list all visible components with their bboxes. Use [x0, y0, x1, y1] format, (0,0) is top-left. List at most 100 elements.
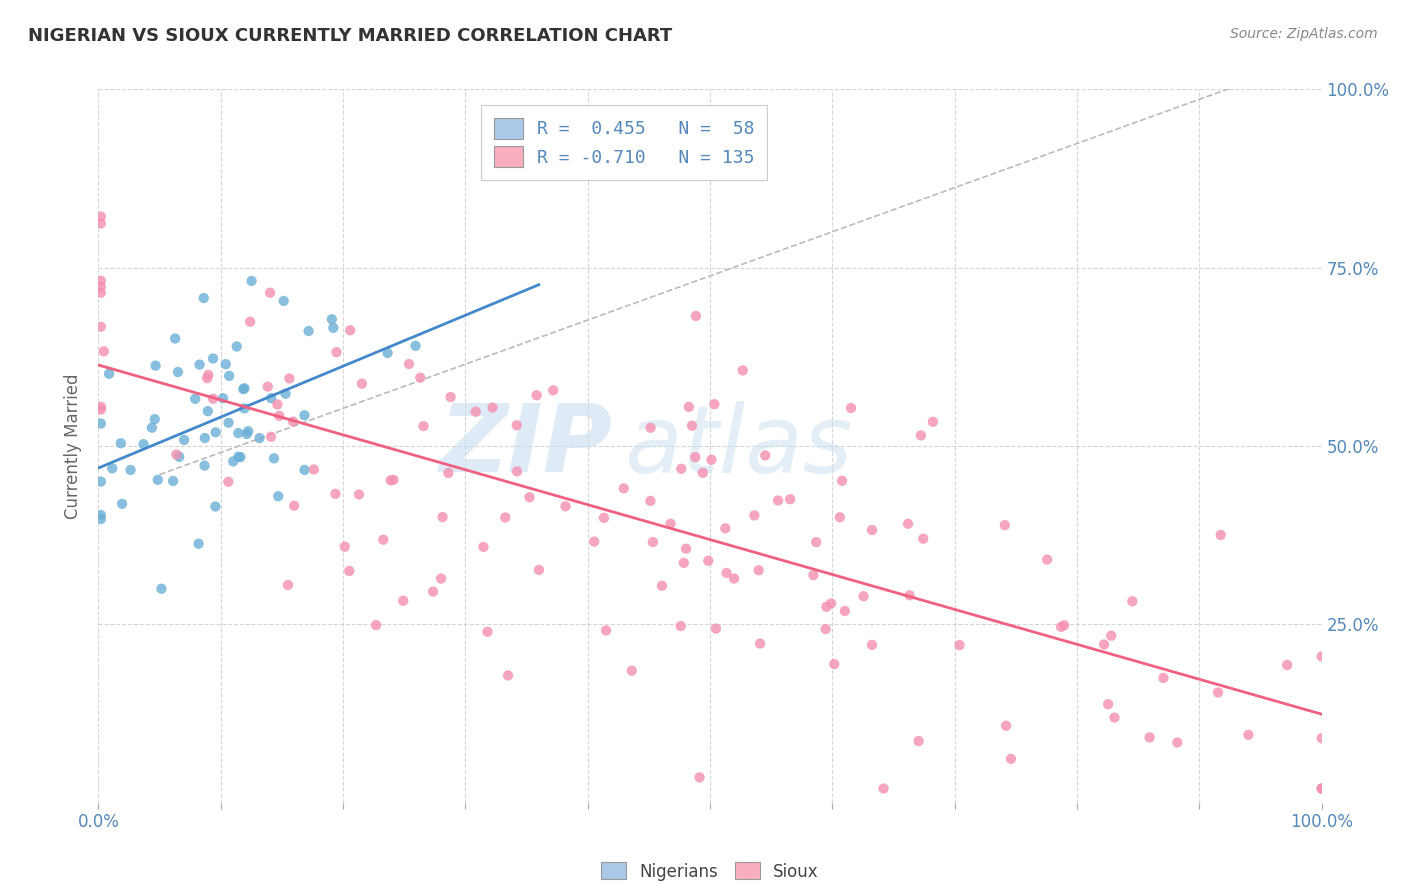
Point [831, 474, 853, 488]
Point [162, 474, 184, 488]
Point [1139, 731, 1161, 745]
Point [218, 368, 240, 383]
Point [325, 345, 347, 359]
Point [519, 490, 541, 504]
Point [333, 540, 356, 554]
Point [678, 400, 700, 414]
Point [193, 291, 215, 305]
Point [90, 279, 112, 293]
Point [263, 451, 285, 466]
Point [412, 419, 434, 434]
Point [132, 437, 155, 451]
Point [197, 404, 219, 418]
Point [143, 412, 166, 426]
Point [1099, 629, 1122, 643]
Point [506, 418, 529, 433]
Point [325, 487, 347, 501]
Point [347, 487, 370, 501]
Point [409, 370, 432, 384]
Point [860, 523, 883, 537]
Point [382, 473, 405, 487]
Point [173, 433, 195, 447]
Text: atlas: atlas [624, 401, 852, 491]
Point [675, 541, 697, 556]
Point [184, 392, 207, 406]
Point [748, 563, 770, 577]
Point [1000, 752, 1022, 766]
Point [90, 285, 112, 300]
Point [238, 424, 260, 438]
Point [494, 510, 516, 524]
Point [907, 734, 929, 748]
Point [212, 391, 235, 405]
Point [259, 285, 281, 300]
Point [651, 579, 673, 593]
Point [256, 379, 278, 393]
Point [283, 499, 305, 513]
Point [239, 315, 262, 329]
Point [692, 466, 714, 480]
Point [204, 425, 226, 440]
Point [583, 534, 606, 549]
Point [689, 770, 711, 784]
Point [194, 431, 217, 445]
Point [697, 554, 720, 568]
Point [477, 624, 499, 639]
Point [339, 323, 361, 337]
Point [90, 400, 112, 414]
Point [744, 508, 766, 523]
Point [671, 462, 693, 476]
Point [700, 452, 723, 467]
Point [613, 481, 636, 495]
Point [90, 508, 112, 522]
Text: Source: ZipAtlas.com: Source: ZipAtlas.com [1230, 27, 1378, 41]
Point [215, 357, 238, 371]
Point [278, 371, 301, 385]
Point [167, 365, 190, 379]
Point [228, 425, 250, 440]
Point [839, 401, 862, 415]
Point [814, 622, 837, 636]
Point [233, 401, 256, 416]
Point [90, 475, 112, 489]
Point [373, 533, 395, 547]
Point [897, 516, 920, 531]
Point [392, 593, 415, 607]
Point [506, 464, 529, 478]
Y-axis label: Currently Married: Currently Married [65, 373, 83, 519]
Point [994, 518, 1017, 533]
Point [541, 384, 564, 398]
Point [187, 537, 209, 551]
Point [820, 596, 842, 610]
Point [872, 781, 894, 796]
Point [266, 397, 288, 411]
Point [685, 450, 707, 464]
Point [101, 461, 124, 475]
Point [432, 510, 454, 524]
Point [194, 458, 217, 473]
Point [267, 489, 290, 503]
Point [197, 368, 219, 382]
Point [803, 568, 825, 582]
Point [1104, 710, 1126, 724]
Point [273, 293, 295, 308]
Point [595, 624, 617, 638]
Point [1209, 528, 1232, 542]
Point [815, 599, 838, 614]
Point [141, 420, 163, 434]
Point [685, 309, 707, 323]
Point [204, 500, 226, 514]
Point [233, 381, 256, 395]
Point [828, 510, 851, 524]
Point [496, 668, 519, 682]
Point [90, 319, 112, 334]
Point [1053, 618, 1076, 632]
Point [852, 589, 875, 603]
Point [167, 450, 190, 464]
Point [110, 436, 132, 450]
Point [554, 500, 576, 514]
Point [260, 391, 283, 405]
Point [302, 462, 325, 476]
Point [716, 566, 738, 580]
Point [1121, 594, 1143, 608]
